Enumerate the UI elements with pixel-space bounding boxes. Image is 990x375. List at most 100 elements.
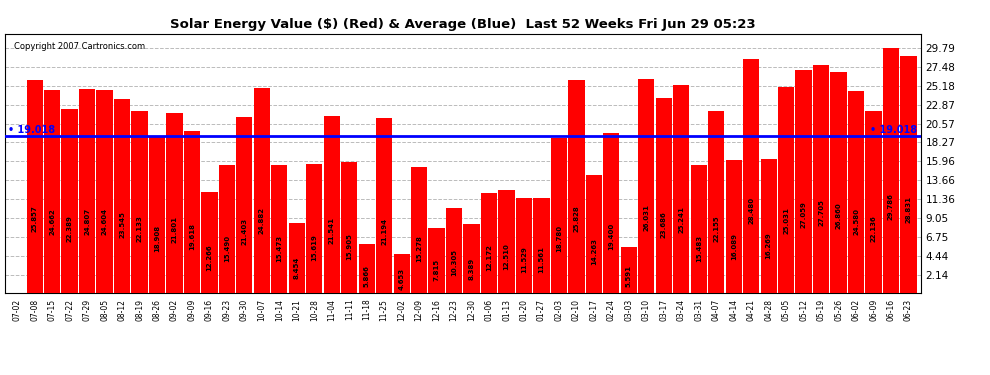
Text: 21.541: 21.541 (329, 217, 335, 244)
Bar (760, 159, 777, 292)
Bar (253, 88, 270, 292)
Bar (96, 90, 113, 292)
Text: 21.801: 21.801 (171, 216, 177, 243)
Text: 21.403: 21.403 (242, 217, 248, 244)
Text: 22.155: 22.155 (713, 216, 719, 242)
Text: 22.136: 22.136 (870, 216, 876, 242)
Text: 12.266: 12.266 (207, 244, 213, 270)
Text: 26.031: 26.031 (644, 204, 649, 231)
Bar (691, 165, 707, 292)
Bar (534, 198, 549, 292)
Bar (708, 111, 725, 292)
Bar (568, 80, 584, 292)
Text: 28.480: 28.480 (748, 197, 754, 224)
Text: 19.400: 19.400 (609, 223, 615, 251)
Bar (655, 98, 672, 292)
Text: 22.133: 22.133 (137, 215, 143, 242)
Bar (306, 164, 323, 292)
Bar (900, 56, 917, 292)
Bar (621, 247, 637, 292)
Bar (201, 192, 218, 292)
Bar (184, 131, 200, 292)
Bar (865, 111, 882, 292)
Text: 16.269: 16.269 (765, 232, 771, 259)
Text: 22.389: 22.389 (66, 215, 72, 242)
Text: 25.857: 25.857 (32, 205, 38, 231)
Text: 29.786: 29.786 (888, 194, 894, 220)
Bar (166, 113, 182, 292)
Text: 24.580: 24.580 (853, 209, 859, 236)
Bar (44, 90, 60, 292)
Text: 24.662: 24.662 (50, 208, 55, 235)
Title: Solar Energy Value ($) (Red) & Average (Blue)  Last 52 Weeks Fri Jun 29 05:23: Solar Energy Value ($) (Red) & Average (… (170, 18, 755, 31)
Text: 16.089: 16.089 (731, 233, 737, 260)
Bar (271, 165, 287, 292)
Text: 4.653: 4.653 (399, 268, 405, 290)
Text: 15.619: 15.619 (311, 234, 317, 261)
Bar (79, 89, 95, 292)
Text: 24.604: 24.604 (102, 208, 108, 236)
Text: • 19.018: • 19.018 (870, 125, 917, 135)
Bar (411, 167, 428, 292)
Text: 25.828: 25.828 (573, 205, 579, 232)
Text: 11.561: 11.561 (539, 246, 545, 273)
Bar (481, 192, 497, 292)
Text: 15.490: 15.490 (224, 234, 230, 261)
Bar (639, 79, 654, 292)
Bar (831, 72, 846, 292)
Bar (342, 162, 357, 292)
Text: 23.545: 23.545 (119, 211, 125, 238)
Bar (429, 228, 445, 292)
Text: Copyright 2007 Cartronics.com: Copyright 2007 Cartronics.com (14, 42, 146, 51)
Text: 8.454: 8.454 (294, 257, 300, 279)
Bar (498, 190, 515, 292)
Text: 11.529: 11.529 (521, 246, 527, 273)
Bar (726, 160, 742, 292)
Bar (673, 85, 689, 292)
Bar (237, 117, 252, 292)
Bar (883, 48, 899, 292)
Text: 5.591: 5.591 (626, 266, 632, 287)
Bar (586, 176, 602, 292)
Bar (219, 165, 235, 292)
Bar (148, 137, 165, 292)
Text: 18.780: 18.780 (556, 225, 562, 252)
Text: 7.815: 7.815 (434, 259, 440, 281)
Bar (550, 138, 567, 292)
Text: 26.860: 26.860 (836, 202, 842, 229)
Bar (796, 70, 812, 292)
Text: 27.059: 27.059 (801, 201, 807, 228)
Bar (358, 244, 375, 292)
Bar (743, 58, 759, 292)
Bar (446, 208, 462, 292)
Bar (516, 198, 532, 292)
Bar (289, 223, 305, 292)
Text: 14.263: 14.263 (591, 238, 597, 265)
Text: 24.807: 24.807 (84, 208, 90, 235)
Text: 28.831: 28.831 (906, 196, 912, 223)
Bar (27, 80, 43, 292)
Text: 19.618: 19.618 (189, 223, 195, 250)
Text: 25.241: 25.241 (678, 207, 684, 233)
Text: 18.908: 18.908 (154, 225, 160, 252)
Text: 15.473: 15.473 (276, 234, 282, 262)
Text: 23.686: 23.686 (660, 211, 667, 238)
Bar (132, 111, 148, 292)
Text: 27.705: 27.705 (818, 200, 824, 226)
Bar (114, 99, 130, 292)
Bar (847, 91, 864, 292)
Text: 15.278: 15.278 (416, 235, 422, 262)
Text: 24.882: 24.882 (258, 207, 265, 234)
Text: 10.305: 10.305 (451, 249, 457, 276)
Text: 15.483: 15.483 (696, 234, 702, 261)
Bar (394, 254, 410, 292)
Text: 12.172: 12.172 (486, 244, 492, 271)
Bar (463, 224, 480, 292)
Text: 8.389: 8.389 (468, 257, 474, 279)
Text: 5.866: 5.866 (363, 265, 369, 286)
Bar (603, 133, 620, 292)
Text: 15.905: 15.905 (346, 233, 352, 260)
Text: • 19.018: • 19.018 (9, 125, 55, 135)
Bar (778, 87, 794, 292)
Text: 21.194: 21.194 (381, 218, 387, 245)
